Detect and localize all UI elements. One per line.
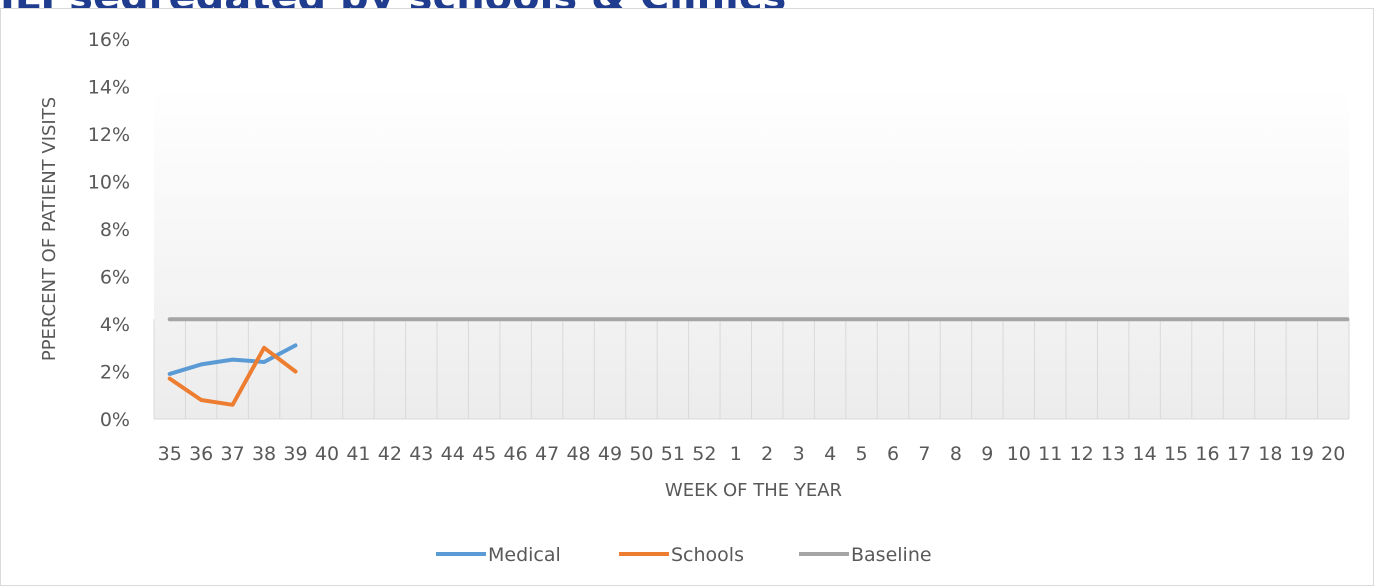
x-tick-label: 44 xyxy=(441,443,465,465)
x-tick-label: 37 xyxy=(221,443,245,465)
x-tick-label: 11 xyxy=(1038,443,1062,465)
x-tick-label: 5 xyxy=(856,443,868,465)
line-chart: 0%2%4%6%8%10%12%14%16% 35 36 37 38 39 40 41 42 4… xyxy=(39,29,1350,566)
x-tick-label: 14 xyxy=(1132,443,1156,465)
x-tick-label: 12 xyxy=(1070,443,1094,465)
x-tick-label: 39 xyxy=(283,443,307,465)
x-tick-label: 48 xyxy=(566,443,590,465)
y-tick-label: 6% xyxy=(100,267,130,289)
x-tick-label: 51 xyxy=(661,443,685,465)
legend: Medical Schools Baseline xyxy=(436,544,932,566)
y-tick-label: 0% xyxy=(100,409,130,431)
legend-label-medical: Medical xyxy=(488,544,561,566)
x-tick-label: 6 xyxy=(887,443,899,465)
y-tick-label: 2% xyxy=(100,362,130,384)
x-tick-label: 43 xyxy=(409,443,433,465)
y-tick-label: 8% xyxy=(100,219,130,241)
x-tick-label: 13 xyxy=(1101,443,1125,465)
x-tick-label: 49 xyxy=(598,443,622,465)
gridlines xyxy=(153,319,1350,420)
x-tick-label: 8 xyxy=(950,443,962,465)
x-tick-label: 19 xyxy=(1290,443,1314,465)
x-tick-label: 18 xyxy=(1258,443,1282,465)
x-tick-label: 10 xyxy=(1007,443,1031,465)
x-tick-label: 9 xyxy=(981,443,993,465)
x-tick-label: 41 xyxy=(346,443,370,465)
series-lines xyxy=(167,317,1350,407)
x-tick-label: 15 xyxy=(1164,443,1188,465)
x-tick-label: 1 xyxy=(730,443,742,465)
x-tick-label: 38 xyxy=(252,443,276,465)
x-tick-label: 36 xyxy=(189,443,213,465)
x-tick-label: 4 xyxy=(824,443,836,465)
y-tick-label: 16% xyxy=(88,29,130,51)
x-tick-label: 35 xyxy=(158,443,182,465)
y-axis-ticks: 0% 2% 4% 6% 8% 10% 12% 14% 16% xyxy=(88,29,130,431)
x-tick-label: 16 xyxy=(1195,443,1219,465)
y-tick-label: 4% xyxy=(100,314,130,336)
x-tick-label: 45 xyxy=(472,443,496,465)
y-tick-label: 12% xyxy=(88,124,130,146)
x-tick-label: 7 xyxy=(918,443,930,465)
series-line-schools xyxy=(167,345,298,407)
x-tick-label: 3 xyxy=(793,443,805,465)
x-tick-label: 47 xyxy=(535,443,559,465)
x-tick-label: 50 xyxy=(629,443,653,465)
x-tick-label: 20 xyxy=(1321,443,1345,465)
x-tick-label: 42 xyxy=(378,443,402,465)
x-axis-ticks: 35 36 37 38 39 40 41 42 43 44 45 46 47 48 49 50 51 52 1 2 3 4… xyxy=(158,443,1346,465)
x-axis-title: WEEK OF THE YEAR xyxy=(665,480,842,501)
x-tick-label: 17 xyxy=(1227,443,1251,465)
x-tick-label: 40 xyxy=(315,443,339,465)
legend-label-baseline: Baseline xyxy=(851,544,932,566)
y-axis-title: PPERCENT OF PATIENT VISITS xyxy=(39,97,60,361)
y-tick-label: 10% xyxy=(88,172,130,194)
legend-label-schools: Schools xyxy=(671,544,744,566)
x-tick-label: 2 xyxy=(761,443,773,465)
chart-frame: 0% 2% 4% 6% 8% 10% 12% 14% 16% 35 36 37 38 39 40 41 42 4… xyxy=(0,8,1374,586)
x-tick-label: 46 xyxy=(504,443,528,465)
x-tick-label: 52 xyxy=(692,443,716,465)
y-tick-label: 14% xyxy=(88,77,130,99)
